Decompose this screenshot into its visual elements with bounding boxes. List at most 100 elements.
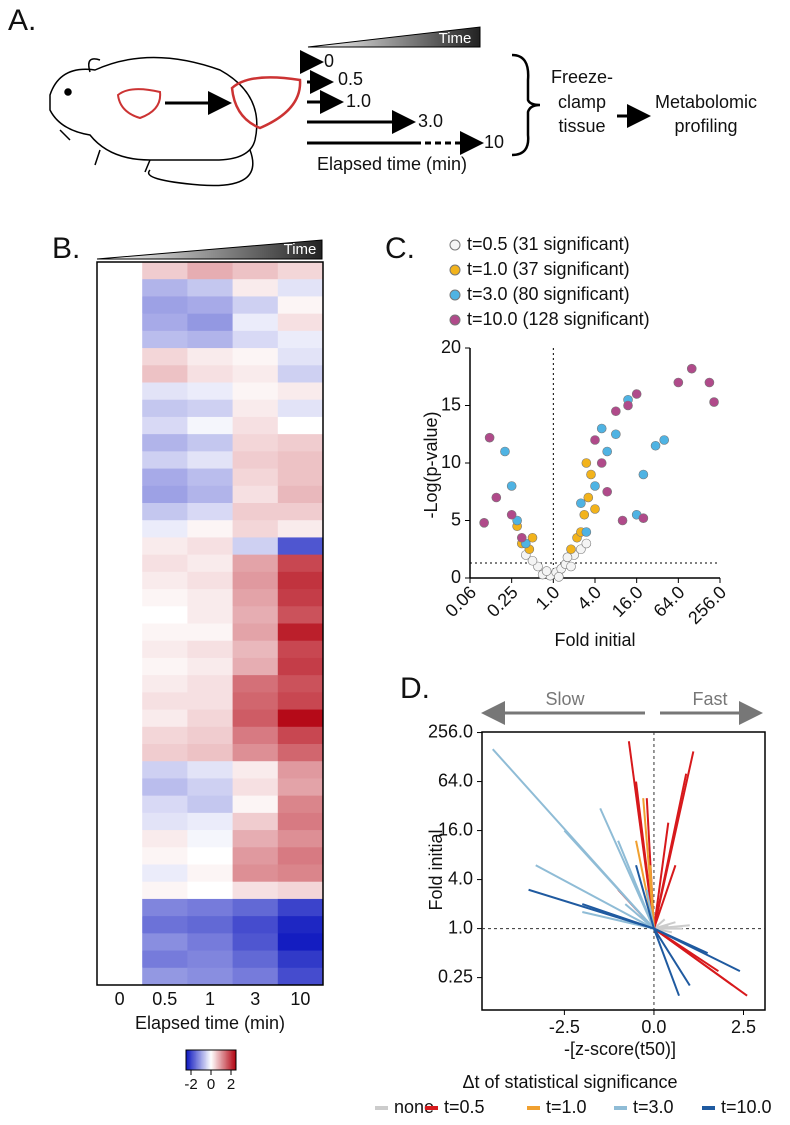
colorbar-step [192, 1050, 194, 1070]
heat-cell [142, 830, 188, 848]
step: clamp [558, 92, 606, 112]
x-tick-label: 2.5 [731, 1017, 756, 1037]
colorbar-step [201, 1050, 203, 1070]
heat-cell [142, 468, 188, 487]
arrow-label: Fast [692, 689, 727, 709]
heat-cell [97, 296, 143, 315]
segment [652, 822, 670, 929]
heat-cell [142, 950, 188, 969]
point [709, 397, 719, 407]
heat-cell [187, 330, 234, 349]
heat-cell [97, 365, 143, 383]
point [638, 513, 649, 524]
point [586, 469, 596, 480]
heat-cell [142, 726, 188, 745]
heat-cell [97, 657, 143, 676]
colorbar-step [221, 1050, 223, 1070]
heat-cell [232, 675, 279, 693]
heat-cell [232, 313, 279, 332]
heat-cell [142, 348, 188, 366]
heat-cell [97, 916, 143, 934]
point [611, 429, 621, 440]
heat-cell [142, 881, 188, 900]
heat-cell [232, 520, 279, 538]
heat-cell [142, 399, 188, 418]
legend-label: t=3.0 [633, 1097, 674, 1117]
colorbar-step [218, 1050, 221, 1070]
bracket [511, 53, 541, 157]
x-tick-label: 10 [290, 989, 310, 1009]
legend-label: t=10.0 [721, 1097, 772, 1117]
heat-cell [187, 916, 234, 934]
liver-large [230, 76, 302, 130]
y-tick-label: 20 [441, 337, 461, 357]
heat-cell [142, 778, 188, 797]
heat-cell [277, 520, 324, 538]
heat-cell [97, 520, 143, 538]
heat-cell [232, 537, 279, 556]
heat-cell [277, 623, 324, 642]
heat-cell [142, 692, 188, 711]
heat-cell [142, 864, 188, 883]
heat-cell [187, 726, 234, 745]
heat-cell [142, 279, 188, 297]
segment [649, 865, 655, 929]
colorbar-step [228, 1050, 231, 1070]
segment [653, 928, 680, 997]
colorbar-step [187, 1050, 189, 1070]
panel-label: B. [52, 232, 80, 265]
colorbar-step [204, 1050, 207, 1070]
heat-cell [97, 554, 143, 573]
x-tick-label: 3 [250, 989, 260, 1009]
heat-cell [232, 812, 279, 831]
y-tick-label: 0.25 [438, 966, 473, 986]
heat-cell [232, 967, 279, 986]
heat-cell [187, 520, 234, 538]
segment [563, 829, 655, 930]
segment [653, 928, 691, 987]
heat-cell [97, 279, 143, 297]
heat-cell [277, 537, 324, 556]
heat-cell [277, 503, 324, 521]
heat-cell [232, 262, 279, 280]
point [638, 469, 649, 480]
heat-cell [142, 933, 188, 952]
heat-cell [142, 847, 188, 865]
heat-cell [187, 468, 234, 487]
colorbar-step [232, 1050, 234, 1070]
heat-cell [187, 675, 234, 693]
heat-cell [232, 761, 279, 779]
heat-cell [277, 761, 324, 779]
point [562, 552, 573, 563]
point [650, 440, 661, 451]
timepoint: 0 [324, 51, 334, 71]
heat-cell [277, 451, 324, 470]
heat-cell [187, 571, 234, 590]
heat-cell [277, 365, 324, 383]
heat-cell [97, 416, 143, 435]
heat-cell [142, 709, 188, 728]
colorbar-step [191, 1050, 193, 1070]
colorbar-step [224, 1050, 227, 1070]
heat-cell [97, 812, 143, 831]
colorbar-step [203, 1050, 206, 1070]
point [617, 515, 628, 526]
point [659, 435, 670, 445]
mouse [49, 56, 258, 187]
heat-cell [277, 382, 324, 401]
heat-cell [277, 399, 324, 418]
heat-cell [97, 640, 143, 659]
heat-cell [97, 434, 143, 452]
heat-cell [142, 571, 188, 590]
heat-cell [232, 898, 279, 917]
segment [631, 879, 655, 929]
heat-cell [97, 503, 143, 521]
heat-cell [187, 709, 234, 728]
heat-cell [232, 330, 279, 349]
heat-cell [232, 950, 279, 969]
arrow-label: Slow [545, 689, 585, 709]
point [581, 458, 592, 468]
heat-cell [232, 709, 279, 728]
colorbar-step [207, 1050, 209, 1070]
